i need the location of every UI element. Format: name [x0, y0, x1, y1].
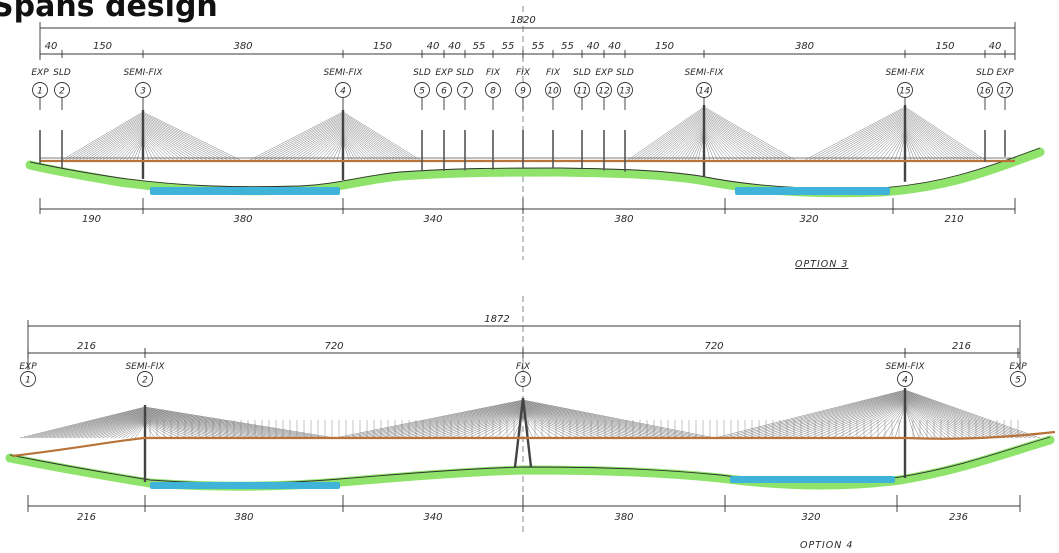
option3-top-span-label: 40 — [448, 41, 461, 52]
option3-support-type: EXP — [435, 68, 453, 78]
option3-bottom-span-label: 320 — [799, 214, 818, 225]
option4-support-number: 4 — [902, 376, 908, 386]
option3-bottom-span-label: 210 — [944, 214, 963, 225]
option4-water-right — [730, 476, 895, 483]
option4-support-marker — [20, 371, 36, 387]
option4-support-marker — [137, 371, 153, 387]
option3-support-type: FIX — [516, 68, 531, 78]
option4-support-number: 1 — [25, 376, 31, 386]
option4-support-marker — [515, 371, 531, 387]
option3-support-type: SLD — [616, 68, 634, 78]
option3-top-span-label: 40 — [45, 41, 58, 52]
option3-support-number: 12 — [598, 87, 610, 97]
option3-water-left — [150, 187, 340, 195]
option4-bottom-span-label: 380 — [234, 512, 253, 523]
option3-top-span-label: 380 — [233, 41, 252, 52]
option3-support-type: SEMI-FIX — [885, 68, 925, 78]
option3-support-type: SLD — [53, 68, 71, 78]
option3-top-span-label: 150 — [93, 41, 112, 52]
option3-total-length: 1820 — [510, 15, 535, 26]
option3-bottom-span-label: 190 — [82, 214, 101, 225]
option4-bottom-span-label: 216 — [77, 512, 96, 523]
option4-support-type: FIX — [516, 362, 531, 372]
option3-support-number: 1 — [37, 87, 43, 97]
option3-top-span-label: 55 — [561, 41, 574, 52]
option3-top-span-label: 40 — [989, 41, 1002, 52]
option3-support-type: SLD — [456, 68, 474, 78]
option4-support-marker — [897, 371, 913, 387]
option3-support-type: FIX — [486, 68, 501, 78]
option3-top-span-label: 380 — [795, 41, 814, 52]
option3-drawing: 1820 40 150 380 150 40 40 55 55 55 55 40 40 150 380 15… — [25, 6, 1045, 270]
option3-support-number: 8 — [490, 87, 496, 97]
option3-support-number: 7 — [462, 87, 468, 97]
option4-support-type: SEMI-FIX — [885, 362, 925, 372]
option3-support-type: EXP — [31, 68, 49, 78]
option3-support-type: EXP — [595, 68, 613, 78]
option3-support-number: 5 — [419, 87, 425, 97]
option3-top-span-label: 55 — [473, 41, 486, 52]
option3-top-span-label: 55 — [502, 41, 515, 52]
option4-top-span-label: 216 — [77, 341, 96, 352]
option4-bottom-span-label: 340 — [423, 512, 442, 523]
option3-bottom-span-label: 340 — [423, 214, 442, 225]
option4-bottom-span-label: 320 — [801, 512, 820, 523]
option4-drawing: 1872 216 720 720 216 EXP 1 SEMI-FIX 2 FIX 3 SEMI-… — [5, 296, 1056, 551]
option4-bottom-span-label: 236 — [949, 512, 968, 523]
option4-pylon-leg-right — [521, 397, 533, 468]
option4-deck — [11, 430, 1056, 458]
option3-support-number: 16 — [979, 87, 991, 97]
option4-total-length: 1872 — [484, 314, 509, 325]
option4-support-number: 2 — [142, 376, 148, 386]
option3-support-number: 3 — [140, 87, 146, 97]
option3-support-number: 15 — [899, 87, 911, 97]
option3-support-type: FIX — [546, 68, 561, 78]
option3-support-type: SLD — [976, 68, 994, 78]
option4-top-span-label: 216 — [952, 341, 971, 352]
option3-title: OPTION 3 — [795, 259, 848, 270]
option3-support-type: SLD — [413, 68, 431, 78]
option3-support-number: 14 — [698, 87, 710, 97]
option3-support-number: 6 — [441, 87, 447, 97]
option3-top-span-label: 55 — [532, 41, 545, 52]
option3-top-span-label: 40 — [427, 41, 440, 52]
option4-water-left — [150, 482, 340, 489]
option3-support-type: SEMI-FIX — [684, 68, 724, 78]
option3-support-number: 10 — [547, 87, 559, 97]
option3-support-number: 17 — [999, 87, 1011, 97]
page-title-partial: Spans design — [0, 0, 218, 24]
option4-support-type: SEMI-FIX — [125, 362, 165, 372]
option4-support-number: 5 — [1015, 376, 1021, 386]
option4-support-number: 3 — [520, 376, 526, 386]
option3-support-type: SEMI-FIX — [123, 68, 163, 78]
option3-support-number: 9 — [520, 87, 526, 97]
option3-top-span-label: 40 — [587, 41, 600, 52]
option3-support-type: EXP — [996, 68, 1014, 78]
option3-support-type: SLD — [573, 68, 591, 78]
option3-support-number: 13 — [619, 87, 631, 97]
option3-bottom-span-label: 380 — [233, 214, 252, 225]
option3-top-span-label: 150 — [935, 41, 954, 52]
option4-support-type: EXP — [19, 362, 37, 372]
option4-title: OPTION 4 — [800, 540, 853, 551]
option3-support-number: 11 — [576, 87, 587, 97]
option3-top-span-label: 40 — [608, 41, 621, 52]
option3-bottom-span-label: 380 — [614, 214, 633, 225]
option3-support-number: 4 — [340, 87, 346, 97]
option3-support-type: SEMI-FIX — [323, 68, 363, 78]
option3-support-number: 2 — [59, 87, 65, 97]
option3-water-right — [735, 187, 890, 195]
option3-top-span-label: 150 — [373, 41, 392, 52]
option4-support-type: EXP — [1009, 362, 1027, 372]
option4-pylon-leg-left — [513, 397, 525, 468]
option4-top-span-label: 720 — [324, 341, 343, 352]
option4-bottom-span-label: 380 — [614, 512, 633, 523]
option4-support-marker — [1010, 371, 1026, 387]
option4-top-span-label: 720 — [704, 341, 723, 352]
option3-top-span-label: 150 — [655, 41, 674, 52]
